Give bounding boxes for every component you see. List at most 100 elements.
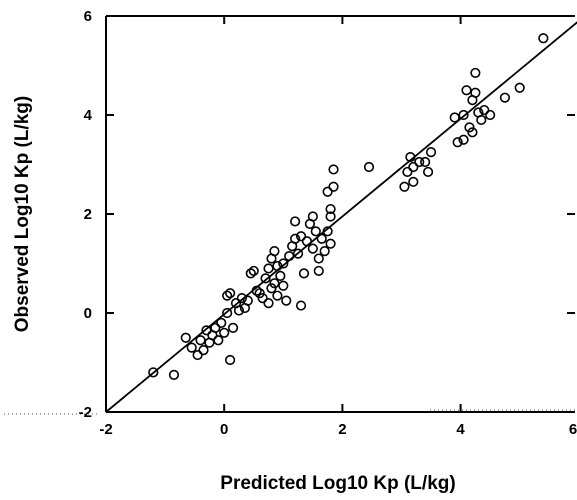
data-point [449, 112, 460, 123]
x-tick-labels: -2 0 2 4 6 [99, 421, 577, 438]
data-point [295, 300, 307, 311]
y-tick-label: 6 [84, 8, 92, 25]
data-point [245, 268, 256, 279]
data-point [485, 109, 496, 121]
data-point [514, 82, 525, 93]
data-point [227, 322, 239, 333]
x-tick-label: -2 [99, 421, 112, 438]
data-point [425, 147, 437, 158]
data-point [272, 290, 283, 301]
data-point [236, 293, 248, 304]
regression-line-group [105, 21, 577, 413]
data-point [408, 161, 419, 173]
y-tick-labels: -2 0 2 4 6 [79, 8, 93, 421]
data-point [414, 156, 425, 168]
data-point [461, 85, 472, 96]
data-point [263, 263, 274, 274]
data-point [290, 216, 301, 227]
data-points [148, 33, 549, 380]
data-point [284, 250, 295, 262]
data-point [422, 166, 434, 178]
data-point [290, 233, 301, 244]
data-point [295, 231, 307, 242]
data-point [269, 246, 280, 257]
data-point [322, 226, 333, 237]
data-point [233, 305, 245, 316]
data-point [458, 109, 469, 121]
data-point [408, 176, 419, 187]
data-point [281, 295, 292, 306]
data-point [420, 156, 431, 168]
data-point [222, 290, 233, 301]
data-point [278, 280, 289, 291]
data-point [405, 151, 416, 163]
data-point [251, 285, 262, 296]
data-point [186, 342, 197, 353]
data-point [399, 181, 410, 192]
data-point [499, 92, 511, 103]
x-tick-label: 6 [569, 421, 577, 438]
data-point [263, 298, 274, 309]
data-point [275, 270, 286, 281]
data-point [248, 265, 259, 277]
data-point [325, 238, 336, 249]
data-point [201, 325, 212, 336]
data-point [316, 233, 327, 244]
data-point [222, 307, 233, 319]
data-point [301, 236, 313, 247]
axis-ticks [105, 15, 575, 413]
y-tick-label: -2 [79, 404, 92, 421]
data-point [219, 327, 230, 338]
data-point [269, 278, 280, 289]
data-point [310, 226, 321, 237]
data-point [479, 104, 490, 116]
data-point [254, 288, 265, 299]
data-point [363, 161, 375, 173]
data-point [458, 134, 469, 145]
data-point [325, 211, 336, 222]
data-point [307, 211, 318, 222]
data-point [402, 166, 413, 178]
x-axis-title: Predicted Log10 Kp (L/kg) [220, 473, 455, 494]
data-point [298, 268, 310, 279]
data-point [198, 345, 209, 356]
data-point [470, 87, 481, 98]
data-point [278, 258, 289, 269]
data-point [313, 265, 324, 277]
data-point [266, 283, 277, 294]
x-tick-label: 4 [456, 421, 465, 438]
data-point [225, 288, 236, 299]
data-point [242, 295, 253, 306]
data-point [476, 114, 487, 126]
y-axis-title: Observed Log10 Kp (L/kg) [12, 96, 33, 332]
data-point [168, 369, 180, 380]
data-point [195, 335, 206, 346]
data-point [257, 293, 268, 304]
data-point [325, 203, 336, 215]
data-point [210, 322, 221, 333]
data-point [192, 349, 203, 361]
data-point [292, 248, 304, 259]
data-point [225, 354, 236, 366]
data-point [538, 33, 549, 44]
data-point [148, 367, 159, 378]
regression-line [105, 21, 577, 413]
data-point [213, 335, 224, 346]
data-point [470, 67, 481, 79]
y-tick-label: 2 [84, 206, 92, 223]
data-point [180, 332, 191, 343]
data-point [216, 317, 227, 329]
data-point [307, 243, 318, 254]
data-point [313, 253, 324, 264]
x-tick-label: 0 [220, 421, 228, 438]
data-point [260, 273, 271, 284]
data-point [322, 186, 333, 197]
data-point [328, 164, 339, 175]
data-point [272, 260, 283, 272]
y-tick-label: 0 [84, 305, 92, 322]
data-point [319, 246, 330, 257]
y-tick-label: 4 [84, 107, 93, 124]
data-point [328, 181, 339, 192]
data-point [452, 137, 463, 148]
